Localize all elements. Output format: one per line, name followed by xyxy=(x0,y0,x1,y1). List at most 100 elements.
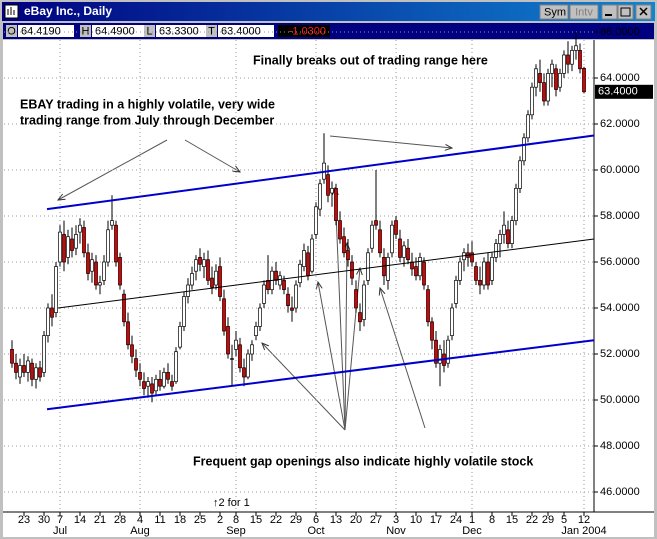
info-key: O xyxy=(7,25,16,37)
candle-body xyxy=(546,73,550,102)
title-bar xyxy=(2,2,655,21)
info-key: L xyxy=(146,25,152,37)
candle-body xyxy=(50,307,54,318)
candle-body xyxy=(470,252,474,263)
x-tick-label: 13 xyxy=(330,514,342,526)
candle-body xyxy=(490,257,494,281)
x-tick-label: 7 xyxy=(57,514,63,526)
candle-body xyxy=(90,259,94,272)
y-tick-label: 66.0000 xyxy=(600,26,640,38)
annotation: Finally breaks out of trading range here xyxy=(253,53,488,67)
candle-body xyxy=(178,326,182,348)
candle-body xyxy=(222,298,226,332)
minimize-button[interactable] xyxy=(601,4,618,20)
candle-body xyxy=(334,188,338,221)
arrow xyxy=(318,282,346,431)
sym-button-label[interactable]: Sym xyxy=(544,6,566,18)
candle-body xyxy=(278,275,282,286)
annotation: EBAY trading in a highly volatile, very … xyxy=(20,97,275,111)
candle-body xyxy=(290,307,294,311)
candle-body xyxy=(102,261,106,281)
x-tick-label: 11 xyxy=(154,514,165,526)
trend-line xyxy=(57,238,595,309)
change-value: -1.0300 xyxy=(289,25,326,37)
info-value: 64.4900 xyxy=(95,25,135,37)
chart-area xyxy=(3,40,654,537)
close-glyph xyxy=(639,7,648,16)
month-label: Oct xyxy=(307,525,324,537)
candle-body xyxy=(146,381,150,387)
intv-button-label[interactable]: Intv xyxy=(575,6,593,18)
y-tick-label: 56.0000 xyxy=(600,256,640,268)
candle-body xyxy=(386,257,390,281)
maximize-button[interactable] xyxy=(617,4,634,20)
candle-body xyxy=(150,383,154,394)
candle-body xyxy=(218,266,222,297)
candle-body xyxy=(54,266,58,313)
annotation: Frequent gap openings also indicate high… xyxy=(193,454,533,468)
sym-button[interactable] xyxy=(539,4,569,20)
info-key-box xyxy=(80,25,91,37)
info-key-box xyxy=(6,25,17,37)
candle-body xyxy=(106,229,110,263)
candle-body xyxy=(162,372,166,387)
candle-body xyxy=(78,224,82,233)
month-label: Sep xyxy=(226,525,246,537)
candle-body xyxy=(534,68,538,88)
candle-body xyxy=(138,372,142,380)
candle-body xyxy=(126,321,130,346)
info-key: T xyxy=(208,25,215,37)
x-tick-label: 14 xyxy=(74,514,86,526)
arrow xyxy=(345,243,347,431)
candle-body xyxy=(582,68,586,93)
x-tick-label: 12 xyxy=(578,514,590,526)
candle-body xyxy=(450,307,454,336)
y-tick-label: 50.0000 xyxy=(600,394,640,406)
x-tick-label: 18 xyxy=(174,514,186,526)
candle-body xyxy=(338,220,342,240)
candle-body xyxy=(358,312,362,323)
x-tick-label: 8 xyxy=(489,514,495,526)
candle-body xyxy=(330,188,334,194)
candle-body xyxy=(426,289,430,323)
candle-body xyxy=(182,296,186,327)
intv-button[interactable] xyxy=(569,4,599,20)
y-tick-label: 48.0000 xyxy=(600,440,640,452)
candle-body xyxy=(130,344,134,357)
x-tick-label: 3 xyxy=(393,514,399,526)
y-tick-label: 52.0000 xyxy=(600,348,640,360)
info-key-box xyxy=(206,25,217,37)
candle-body xyxy=(82,227,86,254)
candle-body xyxy=(298,263,302,284)
x-tick-label: 1 xyxy=(469,514,475,526)
candle-body xyxy=(282,280,286,290)
annotation-arrows xyxy=(58,135,452,431)
x-tick-label: 27 xyxy=(370,514,382,526)
candle-body xyxy=(574,45,578,51)
x-tick-label: 2 xyxy=(217,514,223,526)
candle-body xyxy=(62,234,66,263)
last-price-label: 63.4000 xyxy=(598,86,638,98)
annotation: ↑2 for 1 xyxy=(213,497,250,509)
y-tick-label: 54.0000 xyxy=(600,302,640,314)
candle-body xyxy=(134,358,138,371)
x-tick-label: 10 xyxy=(410,514,422,526)
candle-body xyxy=(310,238,314,272)
info-value: 63.4000 xyxy=(221,25,261,37)
x-tick-label: 28 xyxy=(114,514,126,526)
candle-body xyxy=(378,229,382,254)
candle-body xyxy=(110,220,114,226)
x-tick-label: 20 xyxy=(350,514,362,526)
candle-body xyxy=(390,224,394,254)
info-value-box xyxy=(218,25,274,37)
y-tick-label: 64.0000 xyxy=(600,72,640,84)
candle-body xyxy=(474,266,478,281)
candle-body xyxy=(486,261,490,286)
candle-body xyxy=(202,259,206,267)
month-label: Jul xyxy=(53,525,67,537)
candle-body xyxy=(366,252,370,281)
window-title: eBay Inc., Daily xyxy=(24,4,112,18)
candle-body xyxy=(478,280,482,286)
candle-body xyxy=(154,378,158,392)
